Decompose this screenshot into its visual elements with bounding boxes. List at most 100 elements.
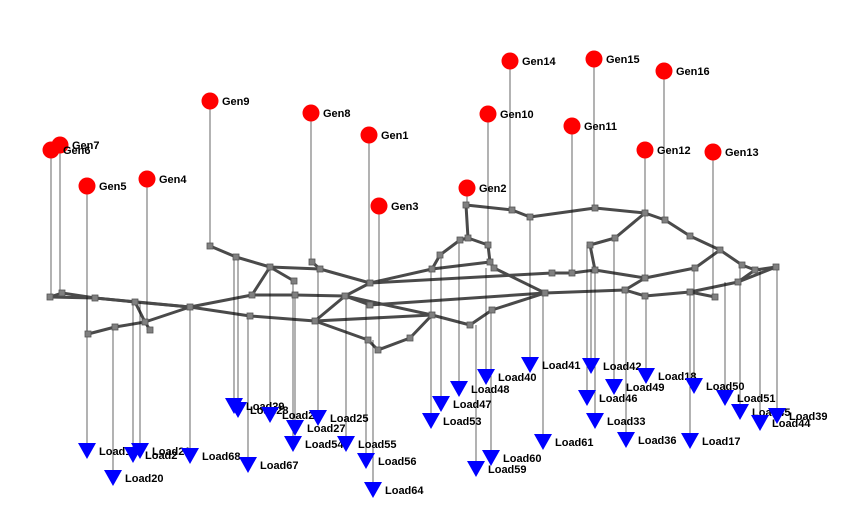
bus-junction <box>641 209 649 217</box>
transmission-line <box>188 293 254 309</box>
bus-junction <box>621 286 629 294</box>
transmission-line <box>408 313 434 340</box>
load51-load-node[interactable] <box>716 390 734 406</box>
bus-junction <box>366 301 374 309</box>
gen1-label: Gen1 <box>381 130 409 142</box>
gen7-label: Gen7 <box>72 140 100 152</box>
load55-load-node[interactable] <box>337 436 355 452</box>
bus-junction <box>486 258 494 266</box>
bus-junction <box>484 241 492 249</box>
gen10-generator-node[interactable] <box>479 105 497 123</box>
transmission-line <box>208 244 238 259</box>
load45-load-node[interactable] <box>731 404 749 420</box>
bus-junction <box>686 288 694 296</box>
load59-load-node[interactable] <box>467 461 485 477</box>
load53-load-node[interactable] <box>422 413 440 429</box>
load64-load-node[interactable] <box>364 482 382 498</box>
load36-label: Load36 <box>638 435 677 447</box>
gen15-generator-node[interactable] <box>585 50 603 68</box>
load68-label: Load68 <box>202 451 241 463</box>
gen9-generator-node[interactable] <box>201 92 219 110</box>
bus-junction <box>661 216 669 224</box>
load41-label: Load41 <box>542 360 581 372</box>
load17-label: Load17 <box>702 436 741 448</box>
load17-load-node[interactable] <box>681 433 699 449</box>
transmission-line <box>464 203 470 240</box>
gen11-generator-node[interactable] <box>563 117 581 135</box>
transmission-lines <box>48 203 778 352</box>
load26-load-node[interactable] <box>261 407 279 423</box>
load54-load-node[interactable] <box>284 436 302 452</box>
load39-load-node[interactable] <box>768 408 786 424</box>
load48-load-node[interactable] <box>450 381 468 397</box>
load21-load-node[interactable] <box>131 443 149 459</box>
load18-load-node[interactable] <box>637 368 655 384</box>
load42-load-node[interactable] <box>582 358 600 374</box>
transmission-line <box>313 294 347 323</box>
load1-load-node[interactable] <box>78 443 96 459</box>
load49-load-node[interactable] <box>605 379 623 395</box>
transmission-line <box>588 243 597 272</box>
gen4-generator-node[interactable] <box>138 170 156 188</box>
gen13-generator-node[interactable] <box>704 143 722 161</box>
load50-load-node[interactable] <box>685 378 703 394</box>
load-nodes: Load1Load2Load21Load20Load68Load67Load29… <box>78 357 828 498</box>
load56-load-node[interactable] <box>357 453 375 469</box>
bus-junction <box>91 294 99 302</box>
bus-junction <box>111 323 119 331</box>
gen14-generator-node[interactable] <box>501 52 519 70</box>
gen8-generator-node[interactable] <box>302 104 320 122</box>
load21-label: Load21 <box>152 446 191 458</box>
gen3-generator-node[interactable] <box>370 197 388 215</box>
load47-load-node[interactable] <box>432 396 450 412</box>
transmission-line <box>543 288 627 295</box>
transmission-line <box>376 336 412 352</box>
bus-junction <box>290 277 298 285</box>
gen1-generator-node[interactable] <box>360 126 378 144</box>
transmission-line <box>613 211 647 240</box>
gen16-label: Gen16 <box>676 66 710 78</box>
load28-load-node[interactable] <box>229 402 247 418</box>
gen2-generator-node[interactable] <box>458 179 476 197</box>
transmission-line <box>234 255 272 269</box>
bus-junction <box>146 326 154 334</box>
load27-load-node[interactable] <box>286 420 304 436</box>
load44-load-node[interactable] <box>751 415 769 431</box>
gen16-generator-node[interactable] <box>655 62 673 80</box>
bus-junction <box>456 236 464 244</box>
load60-load-node[interactable] <box>482 450 500 466</box>
load59-label: Load59 <box>488 464 527 476</box>
gen12-generator-node[interactable] <box>636 141 654 159</box>
load67-load-node[interactable] <box>239 457 257 473</box>
bus-junction <box>366 279 374 287</box>
transmission-line <box>570 268 597 275</box>
load61-load-node[interactable] <box>534 434 552 450</box>
load33-load-node[interactable] <box>586 413 604 429</box>
load51-label: Load51 <box>737 393 776 405</box>
gen5-generator-node[interactable] <box>78 177 96 195</box>
transmission-line <box>736 265 778 284</box>
bus-junction <box>406 334 414 342</box>
load50-label: Load50 <box>706 381 745 393</box>
transmission-line <box>688 234 722 252</box>
transmission-line <box>93 296 192 309</box>
load33-label: Load33 <box>607 416 646 428</box>
node-connectors <box>50 59 778 490</box>
transmission-line <box>343 294 434 317</box>
load27-label: Load27 <box>307 423 346 435</box>
load1-label: Load1 <box>99 446 131 458</box>
load46-load-node[interactable] <box>578 390 596 406</box>
gen12-label: Gen12 <box>657 145 691 157</box>
bus-junction <box>466 321 474 329</box>
load25-load-node[interactable] <box>309 410 327 426</box>
load40-load-node[interactable] <box>477 369 495 385</box>
gen15-label: Gen15 <box>606 54 640 66</box>
load68-load-node[interactable] <box>181 448 199 464</box>
gen14-label: Gen14 <box>522 56 557 68</box>
load56-label: Load56 <box>378 456 417 468</box>
load54-label: Load54 <box>305 439 344 451</box>
load36-load-node[interactable] <box>617 432 635 448</box>
gen6-generator-node[interactable] <box>42 141 60 159</box>
load20-load-node[interactable] <box>104 470 122 486</box>
load41-load-node[interactable] <box>521 357 539 373</box>
